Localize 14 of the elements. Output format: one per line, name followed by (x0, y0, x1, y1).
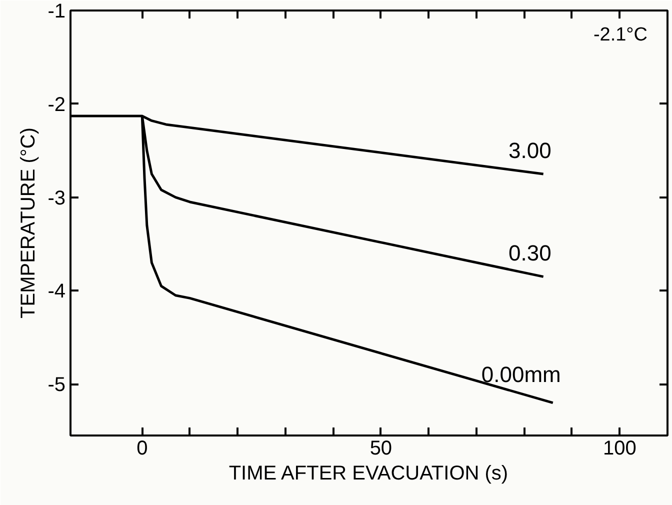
series-label: 0.00mm (481, 362, 561, 387)
series-label: 0.30 (508, 240, 552, 266)
y-tick-label: -5 (48, 374, 66, 396)
series-label: 3.00 (508, 138, 552, 163)
y-tick-label: -2 (48, 94, 66, 116)
x-axis-title: TIME AFTER EVACUATION (s) (228, 462, 508, 484)
y-tick-label: -4 (48, 280, 66, 303)
y-tick-label: -1 (48, 0, 66, 22)
annotation: -2.1°C (593, 24, 648, 46)
x-tick-label: 0 (136, 438, 148, 460)
y-tick-label: -3 (48, 187, 66, 210)
x-tick-label: 50 (370, 438, 392, 460)
y-axis-title: TEMPERATURE (°C) (18, 128, 40, 318)
x-tick-label: 100 (603, 438, 636, 460)
